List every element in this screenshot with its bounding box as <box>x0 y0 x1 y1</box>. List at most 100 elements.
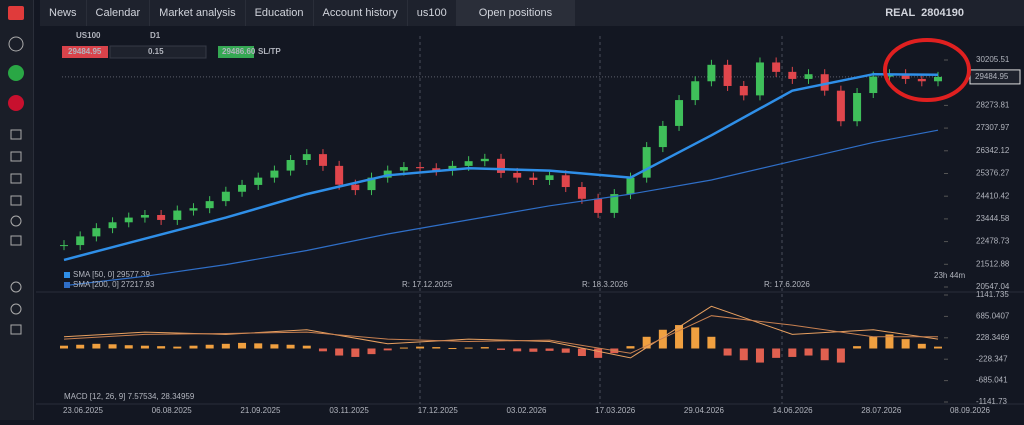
y-tick-label: 685.0407 <box>976 312 1010 321</box>
candle <box>610 194 619 213</box>
candle <box>416 167 425 169</box>
macd-bar <box>853 346 862 349</box>
sma-line <box>63 72 939 262</box>
annotation-circle <box>883 38 971 102</box>
chart: US100 D1 29484.95 0.15 29486.60 SL/TP 30205.51… <box>36 26 1024 420</box>
session-label: R: 17.6.2026 <box>764 280 810 289</box>
y-tick-label: 26342.12 <box>976 146 1010 155</box>
macd-bar <box>124 345 133 349</box>
candle <box>545 175 554 180</box>
macd-bar <box>286 344 295 349</box>
toolbar-text[interactable]: US100 <box>76 31 101 40</box>
candle <box>561 175 570 188</box>
candle <box>755 62 764 96</box>
legend-entry: SMA [200, 0] 27217.93 <box>73 280 155 289</box>
candle <box>399 167 408 171</box>
tab[interactable]: us100 <box>408 0 457 26</box>
candle <box>658 125 667 148</box>
account-text[interactable]: 2804190 <box>921 7 964 19</box>
buy-button[interactable] <box>218 46 254 58</box>
candle <box>723 64 732 86</box>
candle <box>529 177 538 180</box>
candle <box>707 64 716 82</box>
macd-bar <box>594 348 603 358</box>
y-tick-label: 24410.42 <box>976 191 1010 200</box>
y-tick-label: 22478.73 <box>976 237 1010 246</box>
macd-bar <box>788 348 797 357</box>
session-label: R: 17.12.2025 <box>402 280 453 289</box>
flag-icon[interactable] <box>8 95 24 111</box>
x-tick-label: 17.12.2025 <box>418 406 459 415</box>
macd-bar <box>221 343 230 349</box>
candle <box>432 168 441 171</box>
candle <box>92 228 101 237</box>
legend-entry: SMA [50, 0] 29577.39 <box>73 270 150 279</box>
session-label: R: 18.3.2026 <box>582 280 628 289</box>
macd-bar <box>513 348 522 352</box>
macd-bar <box>189 345 198 349</box>
macd-bar <box>173 346 182 349</box>
toolbar-text[interactable]: 0.15 <box>148 47 164 56</box>
price-label: 29484.95 <box>975 72 1009 81</box>
tab[interactable]: Open positions <box>456 0 576 26</box>
macd-bar <box>723 348 732 356</box>
macd-bar <box>367 348 376 355</box>
macd-bar <box>92 343 101 349</box>
tab[interactable]: Market analysis <box>150 0 246 26</box>
macd-bar <box>820 348 829 361</box>
tab[interactable]: Account history <box>314 0 408 26</box>
sidebar-icons <box>8 6 24 335</box>
candle <box>448 165 457 171</box>
macd-bar <box>934 346 942 349</box>
y-tick-label: -228.347 <box>976 354 1008 363</box>
toolbar-text[interactable]: 29484.95 <box>68 47 102 56</box>
candle <box>739 85 748 96</box>
toolbar-text[interactable]: SL/TP <box>258 47 281 56</box>
macd-bar <box>561 348 570 353</box>
candle <box>286 160 295 171</box>
y-tick-label: -685.041 <box>976 376 1008 385</box>
macd-bar <box>108 344 117 349</box>
icon[interactable] <box>8 36 24 52</box>
macd-line <box>63 315 938 354</box>
icon[interactable] <box>8 65 24 81</box>
candle <box>76 236 85 246</box>
y-tick-label: 27307.97 <box>976 123 1010 132</box>
candle <box>60 245 68 247</box>
candle <box>318 154 327 166</box>
account-text[interactable]: REAL <box>885 7 916 19</box>
tab-bar: News Calendar Market analysis Education Acco… <box>40 0 1024 26</box>
legend-swatch <box>64 272 70 278</box>
candle <box>917 78 926 82</box>
candle <box>221 191 230 202</box>
candle <box>270 170 279 178</box>
legend-swatch <box>64 282 70 288</box>
tab[interactable]: News <box>40 0 87 26</box>
candle <box>173 210 182 220</box>
candle <box>934 76 942 82</box>
macd-bar <box>772 348 781 358</box>
macd-bar <box>545 348 554 351</box>
toolbar-text[interactable]: 29486.60 <box>222 47 256 56</box>
macd-bar <box>416 346 425 349</box>
y-tick-label: 25376.27 <box>976 169 1010 178</box>
macd-bar <box>318 348 327 352</box>
macd-bar <box>917 343 926 349</box>
sell-button[interactable] <box>62 46 108 58</box>
candle <box>804 74 813 79</box>
macd-bar <box>869 336 878 349</box>
candle <box>836 90 845 122</box>
y-tick-label: -1141.73 <box>976 397 1008 406</box>
menu-icons <box>10 129 22 335</box>
x-tick-label: 17.03.2026 <box>595 406 636 415</box>
candle <box>254 177 263 185</box>
x-tick-label: 29.04.2026 <box>684 406 725 415</box>
tab[interactable]: Education <box>246 0 314 26</box>
macd-bar <box>804 348 813 356</box>
toolbar-text[interactable]: D1 <box>150 31 161 40</box>
candle <box>497 158 505 173</box>
macd-bar <box>60 345 68 349</box>
tab[interactable]: Calendar <box>87 0 151 26</box>
macd-bar <box>497 348 505 350</box>
candle <box>513 172 522 178</box>
